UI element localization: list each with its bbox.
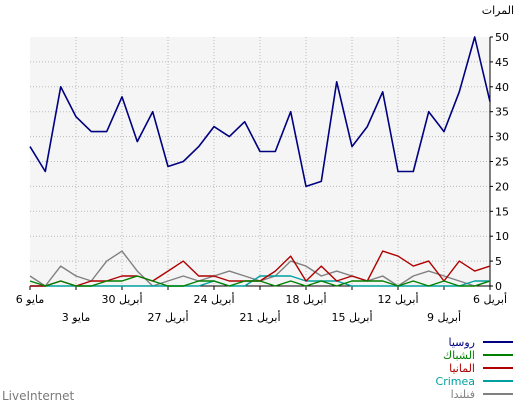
x-tick-label: 3 مايو: [62, 311, 91, 324]
y-tick-label: 25: [495, 156, 509, 169]
series-lines: [29, 36, 491, 287]
y-tick-label: 0: [495, 280, 502, 293]
x-tick-label: 18 أبريل: [285, 292, 326, 306]
legend-label: الشباك: [443, 349, 475, 362]
x-tick-label: 6 أبريل: [473, 292, 507, 306]
legend-label: روسيا: [448, 336, 475, 349]
x-tick-label: 24 أبريل: [193, 292, 234, 306]
grid-lines: [30, 37, 490, 286]
y-tick-label: 50: [495, 31, 509, 44]
y-axis-label: المرات: [481, 4, 514, 17]
series-line: [29, 36, 491, 188]
x-tick-label: 15 أبريل: [331, 310, 372, 324]
x-tick-label: 12 أبريل: [377, 292, 418, 306]
credit-text: LiveInternet: [2, 389, 75, 403]
legend-label: Crimea: [436, 375, 475, 388]
y-tick-label: 15: [495, 205, 509, 218]
y-tick-label: 40: [495, 81, 509, 94]
y-tick-label: 30: [495, 131, 509, 144]
y-tick-label: 35: [495, 106, 509, 119]
y-tick-label: 5: [495, 255, 502, 268]
y-tick-label: 45: [495, 56, 509, 69]
x-tick-label: 9 أبريل: [427, 310, 461, 324]
x-tick-label: 30 أبريل: [101, 292, 142, 306]
y-axis-ticks: 0 5 10 15 20 25 30 35 40 45 50: [490, 31, 509, 293]
series-line: [30, 275, 490, 287]
x-tick-label: 21 أبريل: [239, 310, 280, 324]
y-tick-label: 10: [495, 230, 509, 243]
x-tick-label: 6 مايو: [16, 293, 45, 306]
x-axis-ticks: 6 مايو 30 أبريل 24 أبريل 18 أبريل 12 أبريل 6 …: [16, 286, 507, 324]
y-tick-label: 20: [495, 180, 509, 193]
series-line: [29, 275, 491, 287]
x-tick-label: 27 أبريل: [147, 310, 188, 324]
legend-label: فنلندا: [451, 388, 475, 401]
legend-label: المانيا: [449, 362, 475, 375]
